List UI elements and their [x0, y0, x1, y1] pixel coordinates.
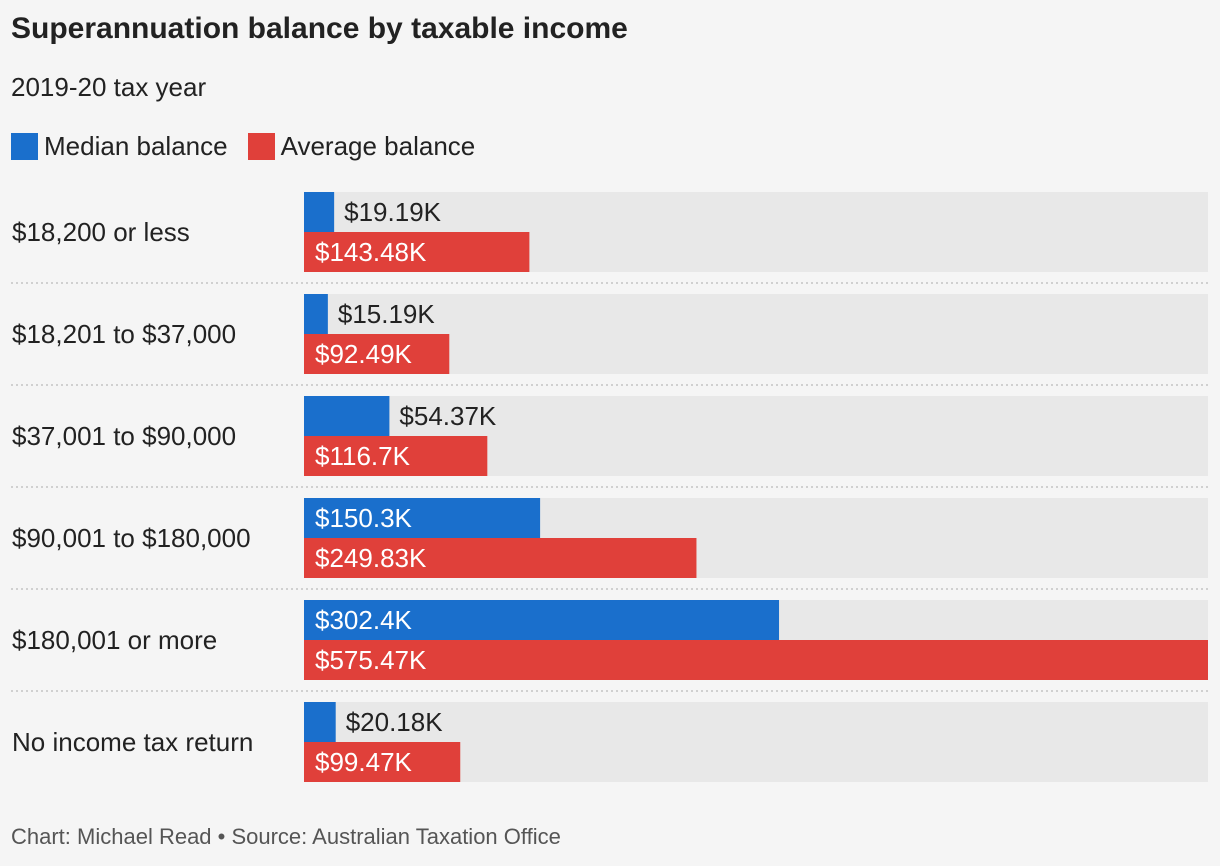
bar-average: [304, 538, 697, 578]
bar-average: [304, 232, 530, 272]
legend-swatch-median: [11, 133, 38, 160]
data-label-average: $143.48K: [315, 237, 427, 267]
bar-median: [304, 600, 780, 640]
category-label: $90,001 to $180,000: [12, 523, 251, 553]
legend-label-median: Median balance: [44, 131, 228, 161]
data-label-median: $54.37K: [399, 401, 497, 431]
bar-average: [304, 742, 461, 782]
data-label-median: $302.4K: [315, 605, 413, 635]
bar-average: [304, 436, 488, 476]
bar-median: [304, 192, 335, 232]
legend-swatch-average: [247, 133, 275, 160]
bar-median: [304, 294, 328, 334]
chart-subtitle: 2019-20 tax year: [11, 72, 207, 102]
data-label-average: $92.49K: [315, 339, 413, 369]
chart-footer: Chart: Michael Read • Source: Australian…: [11, 824, 561, 849]
category-label: No income tax return: [12, 727, 253, 757]
category-label: $18,200 or less: [12, 217, 190, 247]
chart-title: Superannuation balance by taxable income: [11, 12, 628, 45]
data-label-average: $575.47K: [315, 645, 427, 675]
bar-median: [304, 396, 390, 436]
bar-median: [304, 498, 541, 538]
category-label: $180,001 or more: [12, 625, 217, 655]
legend-item-median: Median balance: [11, 131, 228, 162]
category-label: $18,201 to $37,000: [12, 319, 236, 349]
bar-track: [304, 294, 1208, 374]
bar-average: [304, 334, 450, 374]
data-label-median: $20.18K: [346, 707, 444, 737]
data-label-median: $150.3K: [315, 503, 413, 533]
data-label-average: $116.7K: [315, 441, 411, 471]
data-label-average: $99.47K: [315, 747, 413, 777]
data-label-median: $15.19K: [338, 299, 436, 329]
data-label-median: $19.19K: [344, 197, 442, 227]
legend-item-average: Average balance: [247, 131, 476, 162]
legend-label-average: Average balance: [280, 131, 476, 161]
data-label-average: $249.83K: [315, 543, 427, 573]
chart-legend: Median balance Average balance: [11, 131, 495, 162]
bar-median: [304, 702, 336, 742]
bar-average: [304, 640, 1208, 680]
category-label: $37,001 to $90,000: [12, 421, 236, 451]
